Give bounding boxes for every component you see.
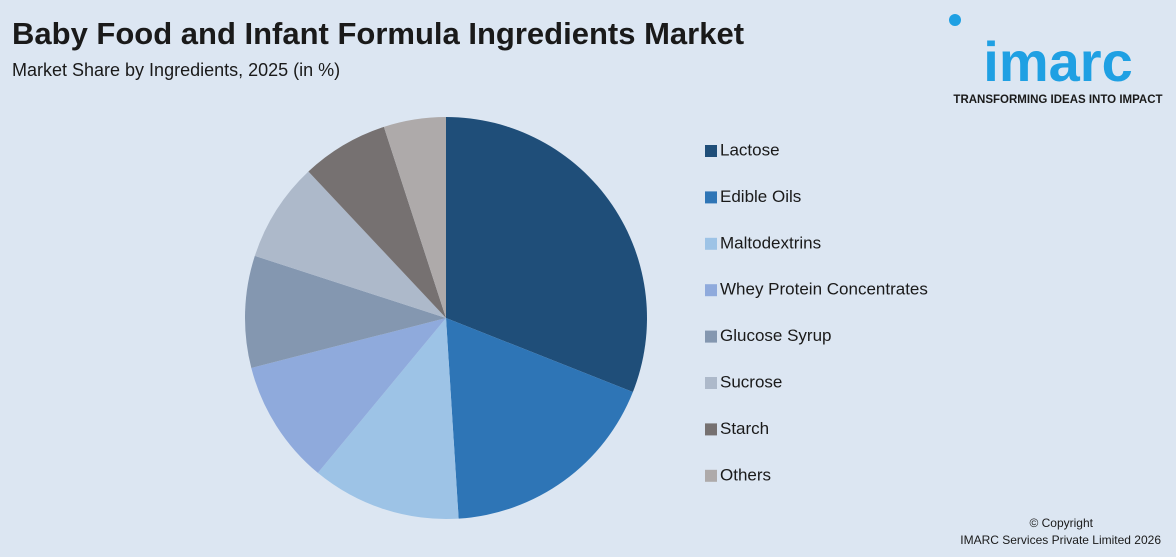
legend-swatch [705, 237, 717, 250]
pie-slice [254, 171, 446, 318]
company: IMARC Services Private Limited 2026 [960, 533, 1161, 547]
legend-label: Edible Oils [720, 187, 801, 206]
pie-slice [308, 126, 446, 318]
logo-tagline: TRANSFORMING IDEAS INTO IMPACT [953, 94, 1162, 106]
legend-swatch [705, 191, 717, 204]
pie-slice [446, 318, 633, 519]
chart-subtitle: Market Share by Ingredients, 2025 (in %) [12, 60, 340, 80]
legend-label: Starch [720, 419, 769, 438]
pie-slice [383, 117, 446, 318]
legend-label: Others [720, 465, 771, 484]
pie-slice [317, 318, 459, 519]
legend-swatch [705, 423, 717, 436]
logo-dot [949, 14, 961, 26]
legend-swatch [705, 330, 717, 343]
legend-swatch [705, 469, 717, 482]
legend-swatch [705, 145, 717, 157]
legend-swatch [705, 377, 717, 389]
copyright: © Copyright [1029, 516, 1093, 530]
legend-label: Maltodextrins [720, 233, 821, 252]
legend-swatch [705, 284, 717, 297]
legend-label: Lactose [720, 140, 780, 159]
legend-label: Glucose Syrup [720, 326, 832, 345]
legend-label: Whey Protein Concentrates [720, 280, 928, 299]
legend-label: Sucrose [720, 372, 782, 391]
chart-title: Baby Food and Infant Formula Ingredients… [12, 16, 744, 51]
pie-slice [244, 255, 446, 368]
pie-slice [446, 117, 647, 392]
logo-text: imarc [983, 30, 1132, 93]
pie-slice [251, 318, 446, 473]
